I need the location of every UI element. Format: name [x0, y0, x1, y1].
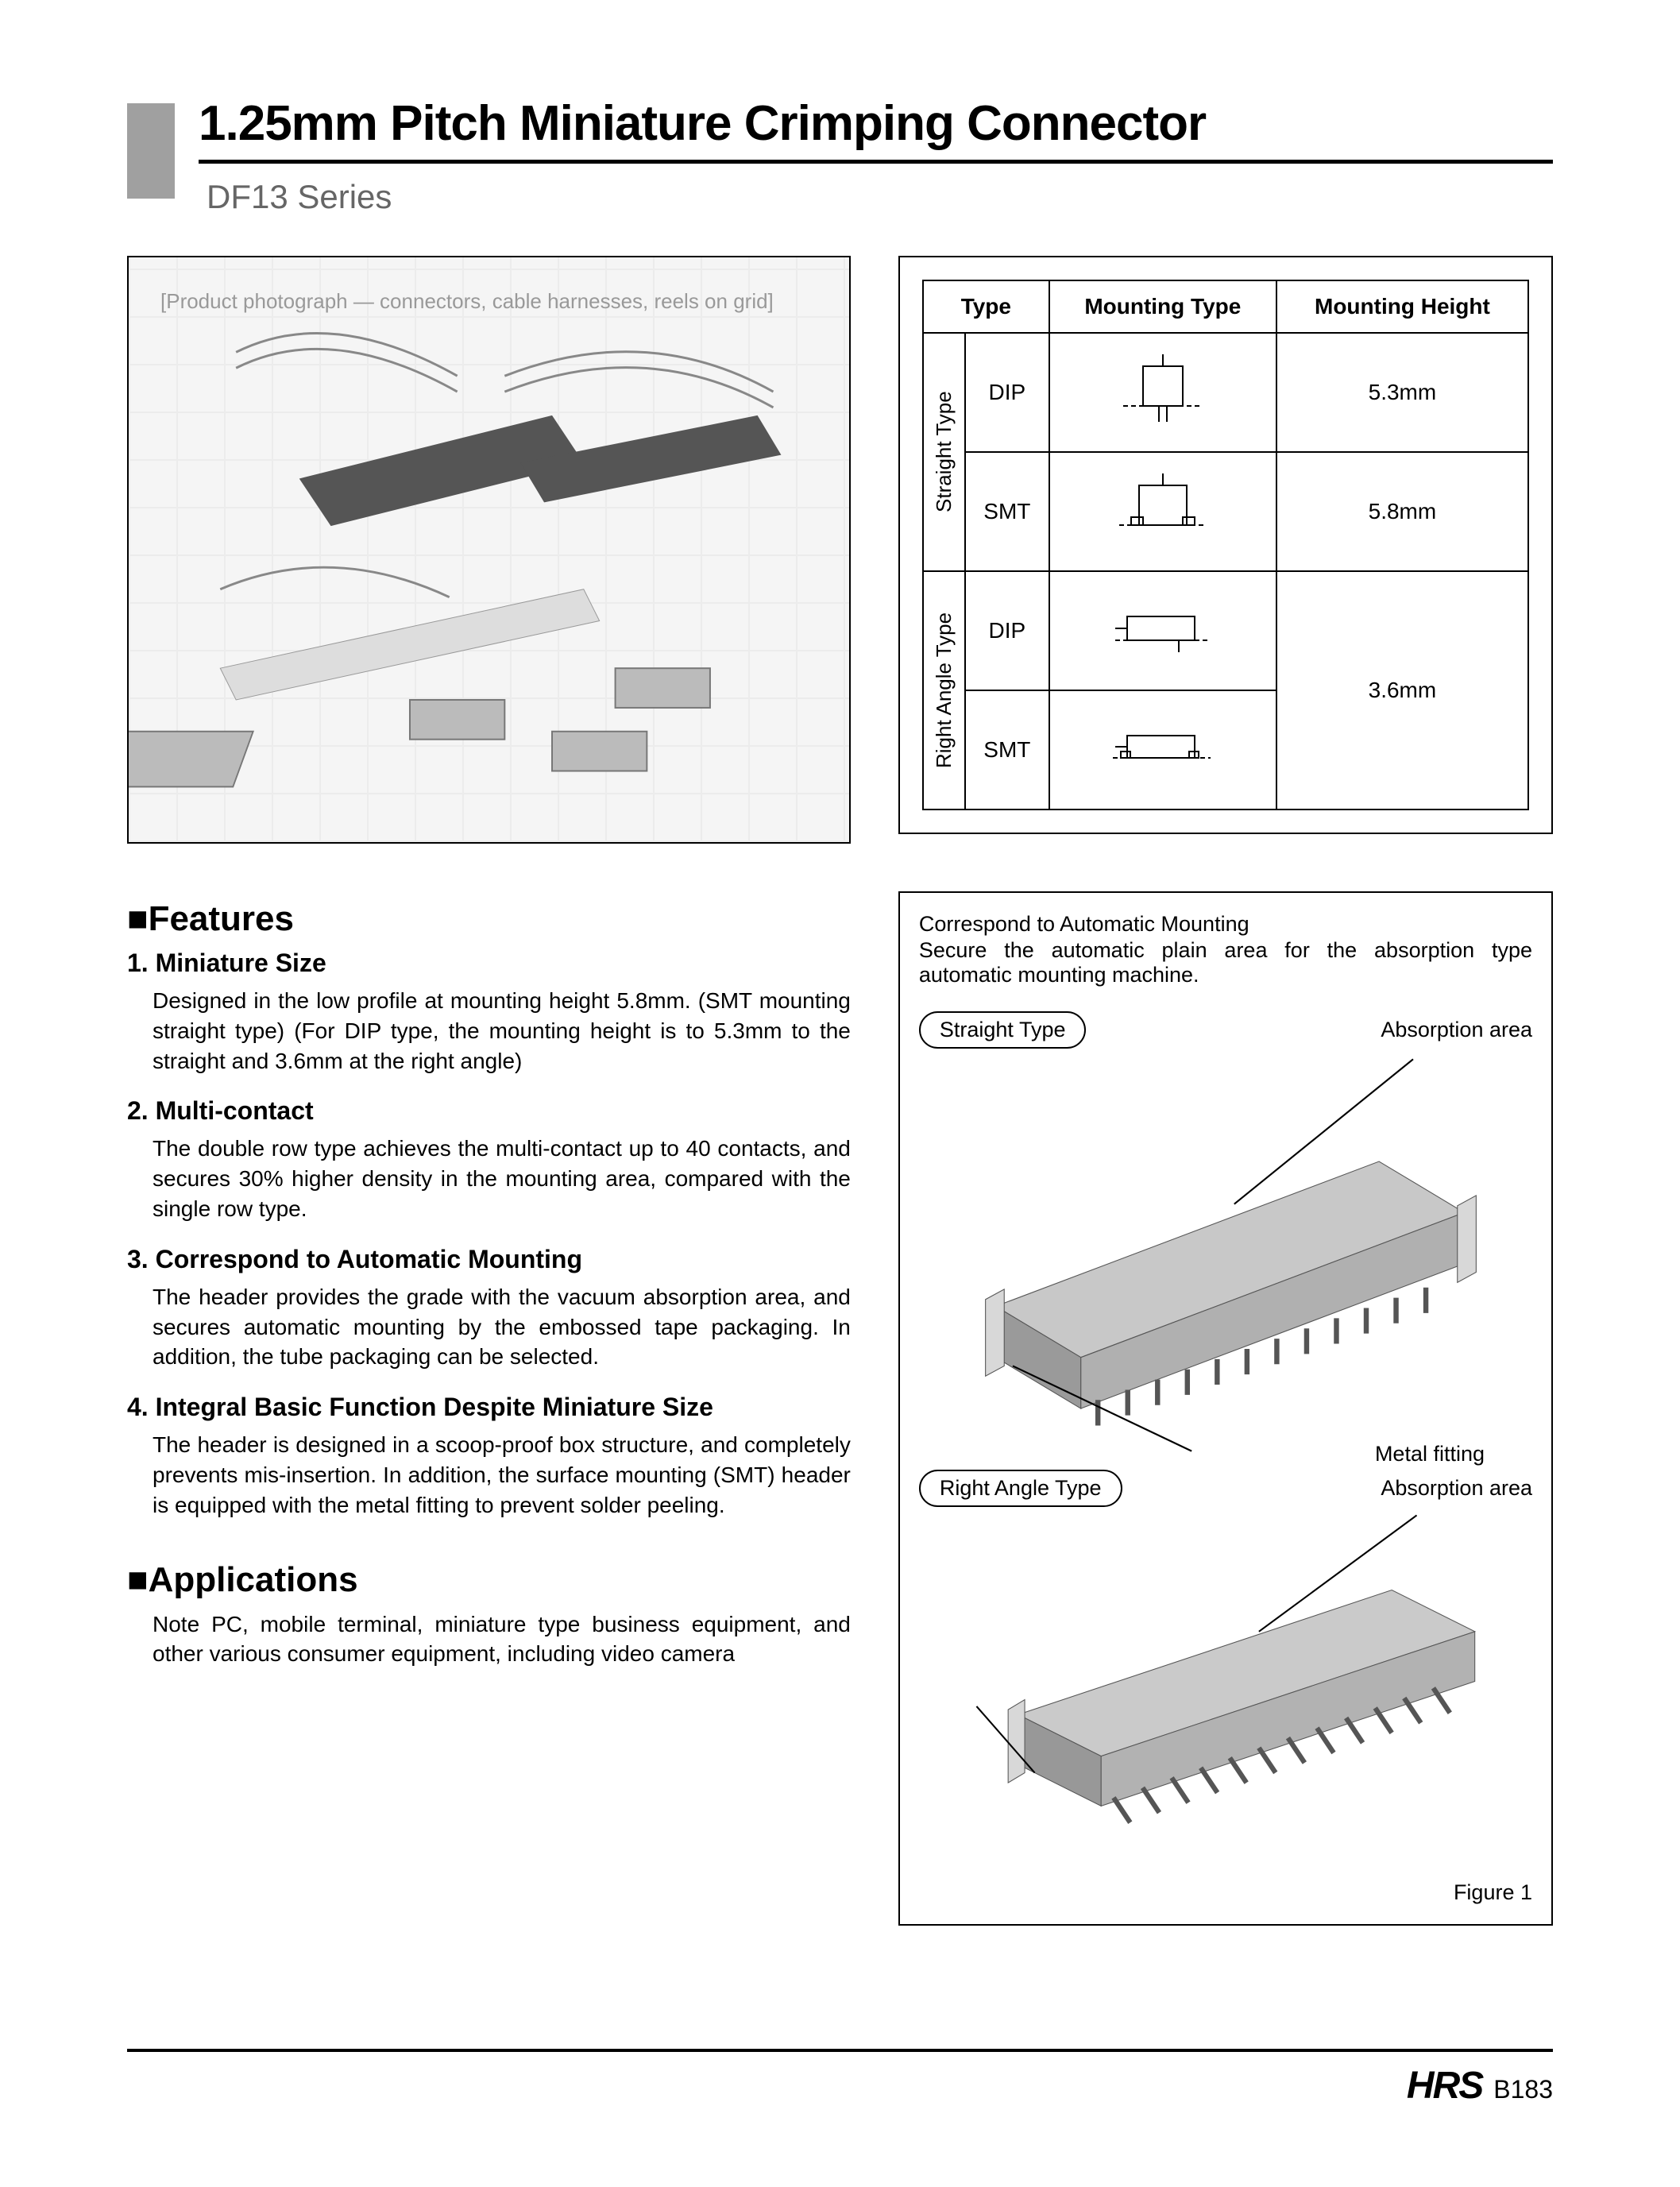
straight-iso-area: Metal fitting	[919, 1049, 1532, 1462]
feature-item: 4. Integral Basic Function Despite Minia…	[127, 1393, 851, 1520]
applications-heading: ■Applications	[127, 1560, 851, 1600]
cell-diagram	[1049, 571, 1276, 690]
cell-type: DIP	[965, 333, 1049, 452]
figure-label: Figure 1	[919, 1880, 1532, 1905]
cell-diagram	[1049, 452, 1276, 571]
straight-connector-icon	[919, 1049, 1532, 1462]
applications-body: Note PC, mobile terminal, miniature type…	[153, 1609, 851, 1670]
header-tab	[127, 103, 175, 199]
page-title: 1.25mm Pitch Miniature Crimping Connecto…	[199, 95, 1553, 152]
feature-item: 1. Miniature Size Designed in the low pr…	[127, 949, 851, 1076]
straight-smt-icon	[1107, 469, 1218, 549]
feature-body: The double row type achieves the multi-c…	[153, 1134, 851, 1223]
absorption-label: Absorption area	[1381, 1476, 1532, 1501]
cell-type: SMT	[965, 452, 1049, 571]
mounting-table-frame: Type Mounting Type Mounting Height Strai…	[898, 256, 1553, 834]
diagram-frame: Correspond to Automatic Mounting Secure …	[898, 891, 1553, 1926]
diagram-column: Correspond to Automatic Mounting Secure …	[898, 860, 1553, 1926]
feature-body: The header is designed in a scoop-proof …	[153, 1430, 851, 1520]
feature-body: Designed in the low profile at mounting …	[153, 986, 851, 1076]
straight-type-pill: Straight Type	[919, 1011, 1087, 1049]
title-area: 1.25mm Pitch Miniature Crimping Connecto…	[199, 95, 1553, 216]
cell-diagram	[1049, 333, 1276, 452]
diagram-caption-body: Secure the automatic plain area for the …	[919, 938, 1532, 987]
ra-smt-icon	[1103, 716, 1222, 779]
left-column: [Product photograph — connectors, cable …	[127, 256, 851, 844]
cell-type: DIP	[965, 571, 1049, 690]
col-type: Type	[923, 280, 1049, 333]
cell-height-merged: 3.6mm	[1276, 571, 1528, 809]
feature-title: 1. Miniature Size	[127, 949, 851, 978]
feature-item: 3. Correspond to Automatic Mounting The …	[127, 1245, 851, 1372]
cell-height: 5.3mm	[1276, 333, 1528, 452]
col-mounting-type: Mounting Type	[1049, 280, 1276, 333]
cell-type: SMT	[965, 690, 1049, 809]
page-header: 1.25mm Pitch Miniature Crimping Connecto…	[127, 95, 1553, 216]
upper-columns: [Product photograph — connectors, cable …	[127, 256, 1553, 844]
feature-body: The header provides the grade with the v…	[153, 1282, 851, 1372]
features-column: ■Features 1. Miniature Size Designed in …	[127, 860, 851, 1926]
feature-title: 2. Multi-contact	[127, 1096, 851, 1126]
page-footer: HRS B183	[1407, 2064, 1553, 2108]
metal-fitting-label: Metal fitting	[1375, 1442, 1485, 1466]
mounting-table: Type Mounting Type Mounting Height Strai…	[922, 280, 1529, 810]
features-heading: ■Features	[127, 899, 851, 939]
right-column: Type Mounting Type Mounting Height Strai…	[898, 256, 1553, 844]
photo-impression-icon	[129, 257, 849, 842]
col-mounting-height: Mounting Height	[1276, 280, 1528, 333]
group-right-angle: Right Angle Type	[923, 571, 965, 809]
cell-diagram	[1049, 690, 1276, 809]
brand-logo: HRS	[1407, 2064, 1482, 2108]
diagram-caption-title: Correspond to Automatic Mounting	[919, 912, 1532, 937]
page-number: B183	[1493, 2075, 1553, 2104]
footer-rule	[127, 2049, 1553, 2052]
group-straight: Straight Type	[923, 333, 965, 571]
right-angle-connector-icon	[919, 1507, 1532, 1872]
feature-title: 3. Correspond to Automatic Mounting	[127, 1245, 851, 1274]
product-photo: [Product photograph — connectors, cable …	[127, 256, 851, 844]
right-angle-iso-area	[919, 1507, 1532, 1872]
photo-alt: [Product photograph — connectors, cable …	[160, 289, 774, 314]
right-angle-type-pill: Right Angle Type	[919, 1470, 1122, 1507]
feature-title: 4. Integral Basic Function Despite Minia…	[127, 1393, 851, 1422]
series-label: DF13 Series	[207, 178, 1553, 216]
feature-item: 2. Multi-contact The double row type ach…	[127, 1096, 851, 1223]
straight-dip-icon	[1107, 350, 1218, 430]
lower-columns: ■Features 1. Miniature Size Designed in …	[127, 860, 1553, 1926]
absorption-label: Absorption area	[1381, 1018, 1532, 1042]
ra-dip-icon	[1103, 597, 1222, 660]
title-rule	[199, 160, 1553, 164]
cell-height: 5.8mm	[1276, 452, 1528, 571]
